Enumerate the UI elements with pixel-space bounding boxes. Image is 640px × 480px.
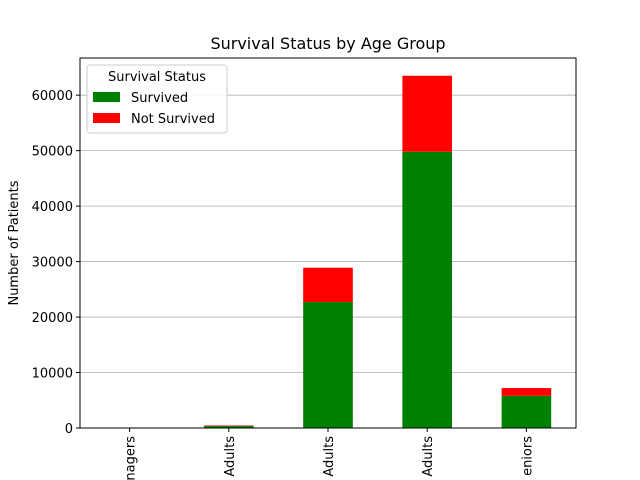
y-tick-label: 50000 bbox=[32, 145, 73, 160]
x-tick-label: nagers bbox=[124, 436, 139, 480]
x-tick-label: Adults bbox=[421, 436, 436, 477]
chart-title: Survival Status by Age Group bbox=[210, 34, 445, 53]
bars bbox=[104, 75, 552, 429]
legend-swatch-survived bbox=[93, 92, 120, 102]
y-tick-label: 40000 bbox=[32, 200, 73, 215]
x-tick-label: Adults bbox=[223, 436, 238, 477]
y-tick-label: 60000 bbox=[32, 89, 73, 104]
legend-box bbox=[86, 64, 228, 134]
legend: Survival Status Survived Not Survived bbox=[86, 64, 228, 134]
legend-label-survived: Survived bbox=[131, 91, 188, 106]
bar-not-survived bbox=[501, 388, 552, 396]
bar-survived bbox=[204, 426, 254, 428]
y-axis-label: Number of Patients bbox=[7, 180, 22, 305]
bar-survived bbox=[303, 302, 353, 428]
y-tick-label: 0 bbox=[65, 422, 73, 437]
bar-survived bbox=[501, 395, 552, 428]
bar-not-survived bbox=[303, 267, 353, 303]
x-tick-label: eniors bbox=[520, 436, 535, 476]
y-tick-label: 10000 bbox=[32, 367, 73, 382]
x-axis-ticks: nagers Adults Adults Adults eniors bbox=[124, 428, 535, 480]
y-tick-label: 30000 bbox=[32, 256, 73, 271]
legend-swatch-not-survived bbox=[93, 113, 120, 123]
bar-not-survived bbox=[204, 425, 254, 427]
x-tick-label: Adults bbox=[322, 436, 337, 477]
bar-not-survived bbox=[402, 75, 452, 152]
bar-survived bbox=[402, 151, 452, 429]
y-axis-ticks: 0 10000 20000 30000 40000 50000 60000 bbox=[32, 89, 80, 437]
legend-title: Survival Status bbox=[108, 70, 206, 85]
legend-label-not-survived: Not Survived bbox=[131, 112, 215, 127]
y-tick-label: 20000 bbox=[32, 311, 73, 326]
